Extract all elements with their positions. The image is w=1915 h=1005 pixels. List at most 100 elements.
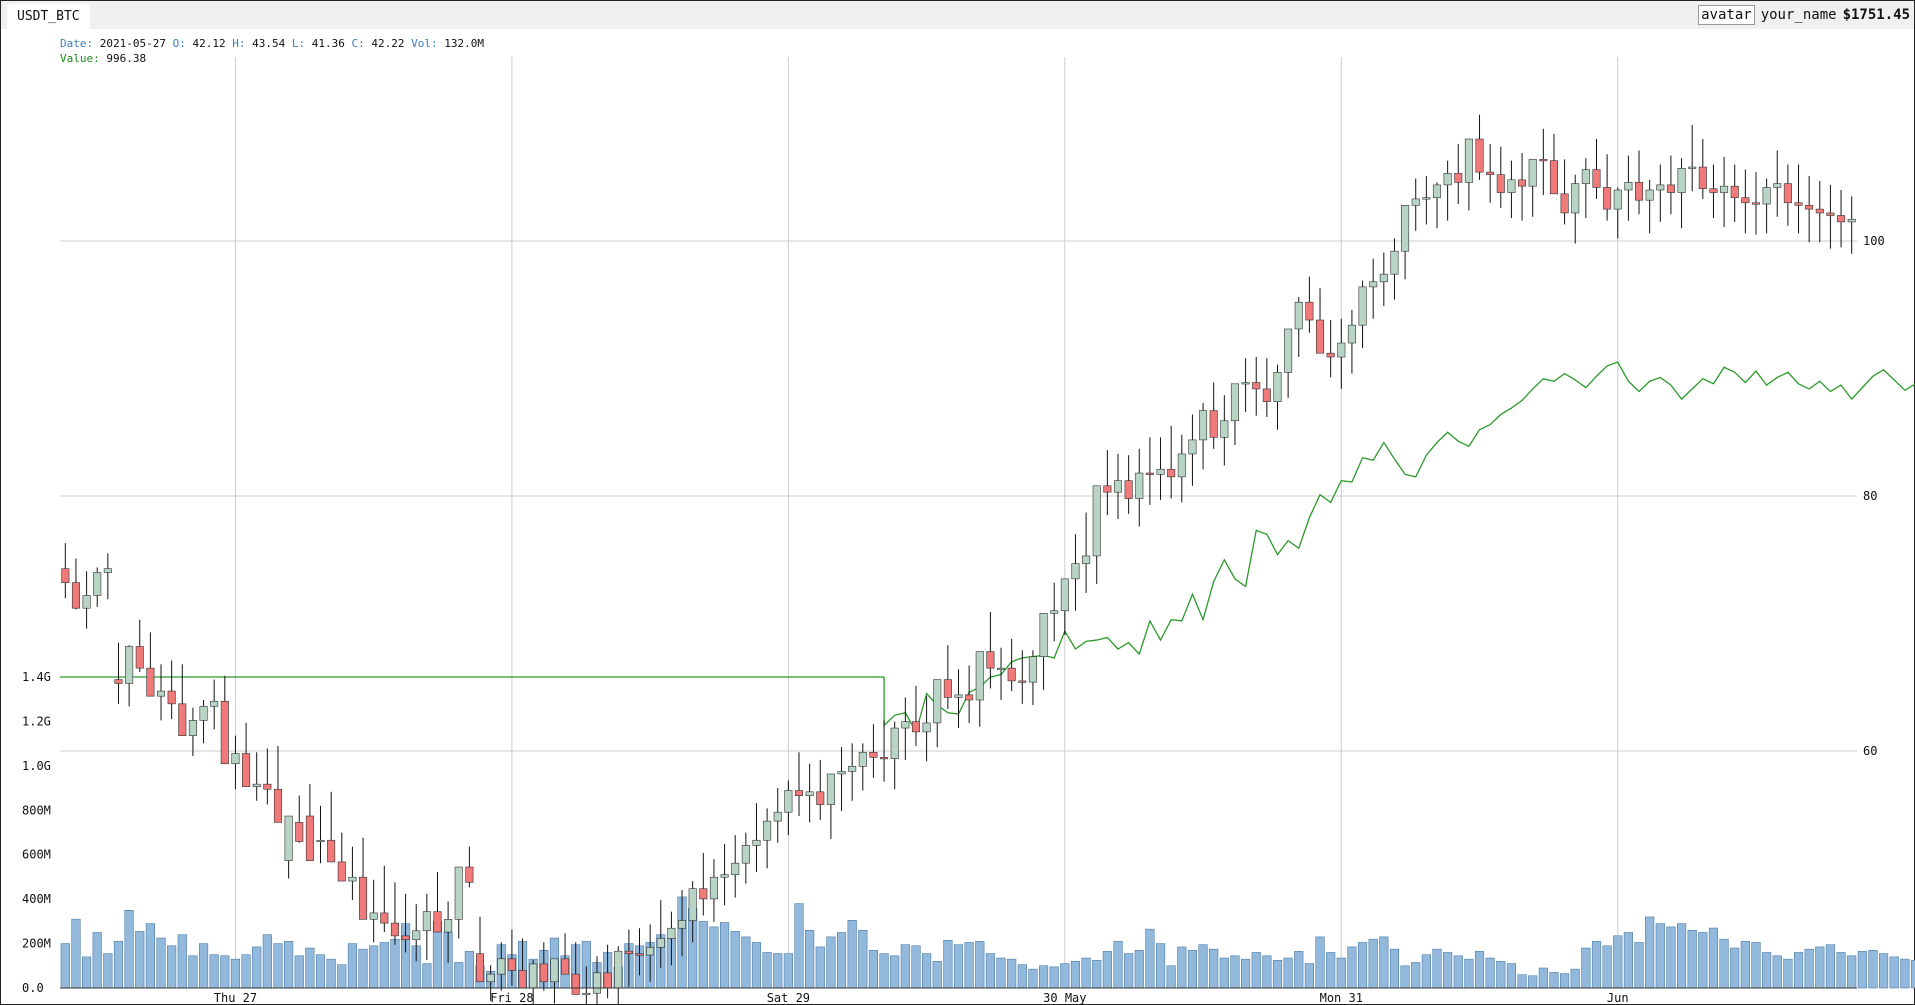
- candle-body: [1709, 188, 1718, 193]
- symbol-tab[interactable]: USDT_BTC: [7, 4, 90, 30]
- candle-body: [911, 721, 920, 733]
- volume-bar: [113, 941, 124, 989]
- volume-bar: [1145, 928, 1155, 989]
- candle-body: [592, 972, 601, 994]
- candle-body: [1326, 352, 1335, 358]
- volume-bar: [1538, 967, 1548, 989]
- volume-bar: [252, 946, 262, 989]
- candle-body: [731, 862, 740, 875]
- volume-bar: [1124, 953, 1134, 989]
- volume-bar: [294, 955, 304, 989]
- grid: [60, 57, 1857, 988]
- volume-bar: [1049, 966, 1059, 989]
- volume-bar: [709, 926, 719, 989]
- candle-body: [667, 927, 676, 939]
- candle-body: [1847, 219, 1856, 223]
- candle-body: [1698, 166, 1707, 190]
- candle-body: [954, 694, 963, 698]
- axes: 60 80 100 Thu 27 Fri 28 Sat 29 30 May Mon 31 Jun…: [22, 234, 1885, 1005]
- volume-bar: [1676, 923, 1687, 989]
- volume-bar: [815, 946, 825, 989]
- candle-body: [401, 935, 410, 940]
- volume-bar: [464, 951, 474, 989]
- volume-bar: [1485, 957, 1495, 989]
- candle-body: [1549, 160, 1558, 195]
- volume-bar: [230, 958, 241, 989]
- candle-body: [986, 651, 995, 669]
- candle-body: [1688, 166, 1697, 169]
- volume-bar: [220, 955, 230, 989]
- volume-bar: [1634, 942, 1644, 989]
- volume-bar: [1910, 959, 1915, 989]
- candle-body: [1592, 169, 1601, 188]
- user-info: avatar your_name $1751.45: [1698, 4, 1910, 26]
- volume-bar: [1028, 968, 1038, 989]
- volume-bar: [1007, 958, 1017, 989]
- time-tick-label: Mon 31: [1320, 991, 1363, 1005]
- volume-bar: [890, 955, 900, 989]
- legend-open-label: O:: [172, 37, 186, 50]
- volume-bar: [124, 910, 134, 989]
- candle-body: [71, 582, 80, 609]
- time-tick-label: Jun: [1607, 991, 1629, 1005]
- volume-bar: [1155, 943, 1166, 989]
- candle-body: [1422, 197, 1431, 200]
- candle-body: [1507, 179, 1516, 193]
- volume-bar: [996, 957, 1006, 989]
- candle-body: [965, 694, 974, 701]
- volume-bar: [390, 938, 400, 989]
- volume-bar: [698, 921, 708, 989]
- candle-body: [539, 963, 548, 983]
- candle-body: [858, 751, 867, 767]
- candle-body: [1720, 185, 1729, 193]
- candle-body: [901, 721, 910, 729]
- volume-bar: [454, 962, 464, 989]
- legend-open: 42.12: [192, 37, 226, 50]
- volume-bar: [82, 956, 92, 989]
- volume-bar: [1304, 963, 1314, 989]
- candle-body: [167, 690, 176, 705]
- volume-bar: [1166, 965, 1176, 989]
- volume-bar: [1241, 958, 1251, 989]
- candle-body: [1432, 184, 1442, 198]
- volume-bar: [1825, 944, 1835, 989]
- time-tick-label: Fri 28: [490, 991, 533, 1005]
- volume-bar: [1730, 947, 1740, 989]
- volume-bar: [847, 919, 857, 989]
- candle-body: [1167, 468, 1176, 478]
- legend-value: 996.38: [106, 52, 147, 65]
- volume-bar: [1315, 936, 1325, 989]
- candle-body: [1666, 184, 1675, 193]
- candle-body: [614, 950, 623, 989]
- volume-tick-label: 0.0: [22, 981, 44, 995]
- avatar[interactable]: avatar: [1698, 5, 1755, 25]
- candle-body: [571, 973, 580, 995]
- candle-body: [529, 963, 538, 989]
- volume-bar: [741, 936, 751, 989]
- candle-body: [263, 783, 272, 790]
- volume-bar: [337, 964, 347, 989]
- candle-body: [805, 791, 814, 796]
- volume-bar: [305, 947, 315, 989]
- candle-body: [1305, 301, 1314, 321]
- volume-bar: [975, 941, 985, 989]
- volume-bar: [1453, 955, 1463, 989]
- volume-bar: [1038, 965, 1049, 989]
- volume-bar: [900, 944, 910, 989]
- volume-bar: [1421, 954, 1431, 989]
- candle-body: [1518, 179, 1527, 187]
- volume-bar: [1198, 944, 1208, 989]
- candle-body: [1230, 383, 1239, 422]
- volume-bar: [1209, 948, 1219, 989]
- candle-body: [635, 953, 644, 956]
- volume-bar: [1900, 958, 1910, 989]
- candle-body: [1794, 202, 1803, 206]
- volume-bars: [60, 896, 1915, 989]
- volume-bar: [1411, 962, 1421, 989]
- legend-low-label: L:: [291, 37, 306, 50]
- candle-body: [1475, 138, 1484, 173]
- legend-date: 2021-05-27: [99, 37, 166, 50]
- volume-bar: [273, 943, 283, 989]
- candle-body: [1018, 680, 1027, 683]
